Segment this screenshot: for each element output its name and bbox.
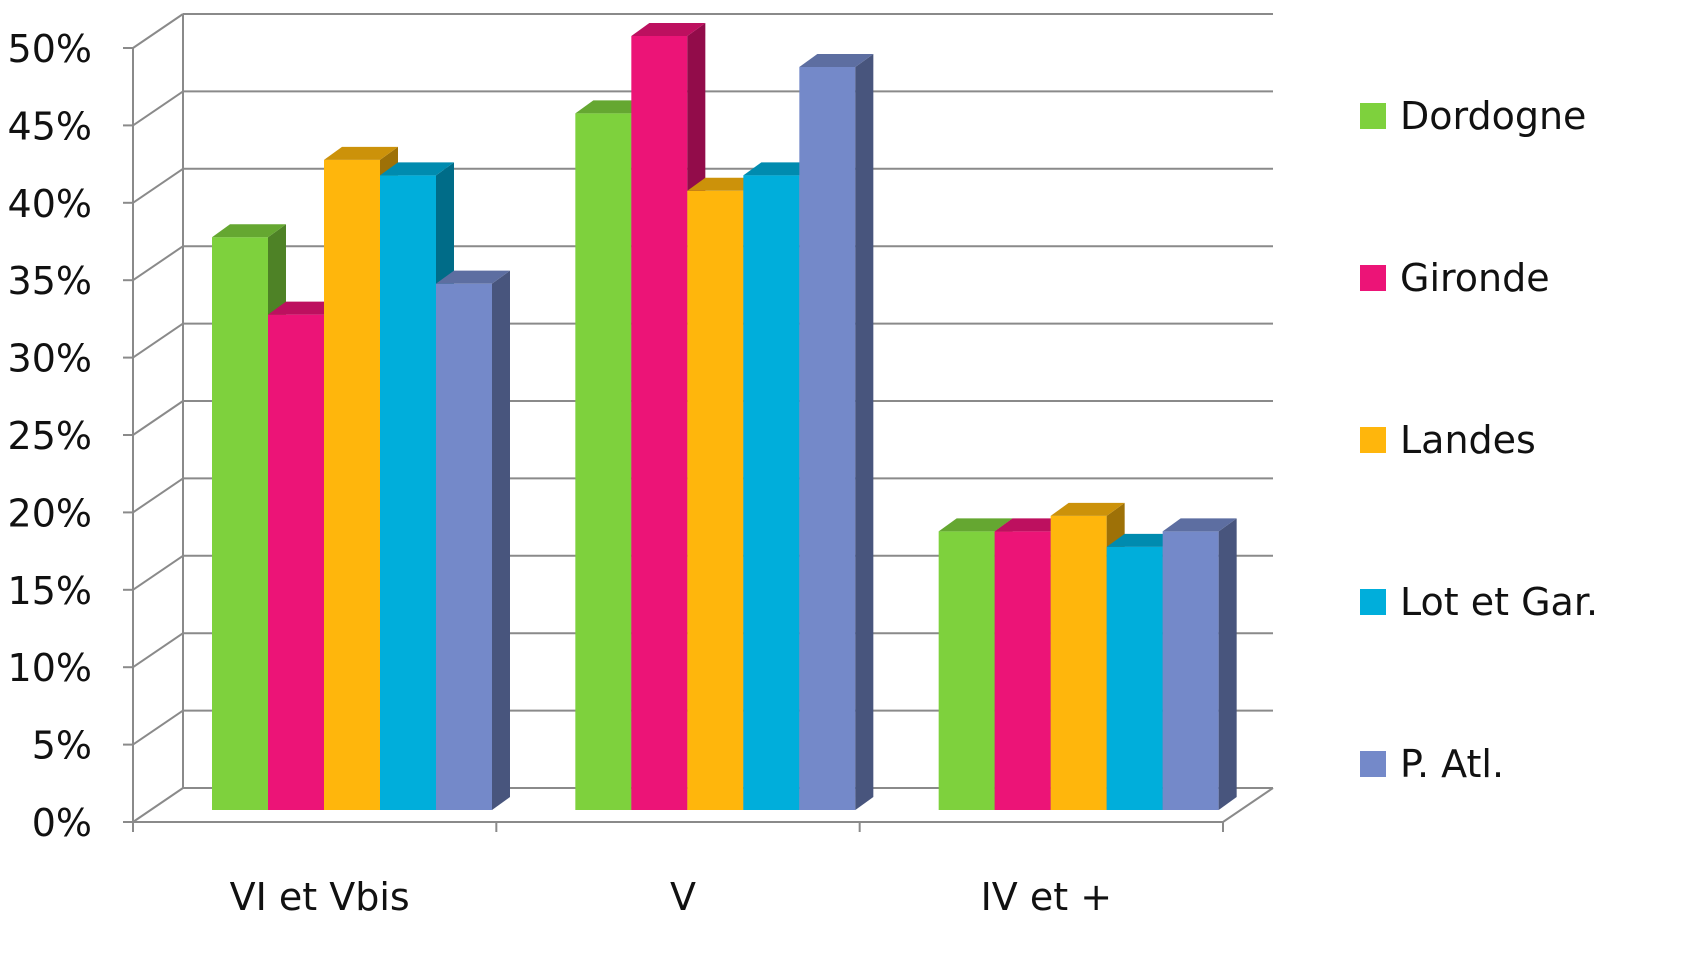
gridline-connector — [132, 787, 184, 823]
legend-label: Gironde — [1400, 256, 1550, 300]
y-tick-label: 50% — [8, 27, 92, 71]
bar-top — [575, 100, 650, 114]
y-tick-label: 45% — [8, 104, 92, 148]
bar-front — [994, 531, 1051, 810]
bar-top — [268, 301, 342, 315]
y-tick-label: 0% — [32, 801, 92, 845]
bar-top — [743, 162, 818, 176]
bar-side — [492, 270, 510, 810]
bar-top — [324, 146, 398, 160]
gridline-connector — [132, 709, 184, 746]
bar-front — [799, 66, 856, 810]
gridline-connector — [132, 477, 184, 514]
gridline-connector — [132, 167, 184, 204]
bar-top — [1050, 502, 1125, 516]
bar-top — [212, 224, 286, 238]
y-tick-label: 15% — [8, 569, 92, 613]
bar-top — [994, 518, 1069, 532]
bar-front — [631, 36, 688, 810]
bar-front — [743, 175, 800, 810]
gridline-connector — [132, 554, 184, 591]
bar-top — [687, 177, 762, 191]
gridline-connector — [132, 632, 184, 669]
label-layer: 0% 5% 10% 15% 20% 25% 30% 35% 40% 45% 50% VI et Vbi… — [8, 27, 1113, 919]
bar-top — [436, 270, 510, 284]
legend-swatch — [1360, 103, 1386, 129]
bar-top — [380, 162, 454, 176]
gridline-connector — [132, 13, 184, 49]
legend-swatch — [1360, 589, 1386, 615]
axis-layer — [123, 47, 1274, 832]
bar-front — [575, 113, 632, 810]
bar-top — [1106, 533, 1181, 547]
x-tick-label: IV et + — [981, 875, 1112, 919]
x-tick-label: V — [670, 875, 696, 919]
bar — [436, 270, 510, 810]
bar-front — [687, 190, 744, 811]
bar-front — [380, 175, 436, 810]
x-tick-label: VI et Vbis — [230, 875, 410, 919]
bar-top — [631, 23, 706, 36]
y-tick-label: 30% — [8, 337, 92, 381]
legend-label: Landes — [1400, 418, 1536, 462]
bar-top — [938, 518, 1013, 532]
gridline-connector — [132, 245, 184, 282]
gridline-connector — [132, 400, 184, 436]
y-tick-label: 40% — [8, 182, 92, 226]
bar-front — [1106, 546, 1163, 810]
bar-layer — [212, 23, 1237, 811]
bar-front — [1050, 515, 1107, 810]
y-tick-label: 20% — [8, 491, 92, 535]
legend-swatch — [1360, 265, 1386, 291]
bar — [1162, 518, 1237, 810]
legend-label: Lot et Gar. — [1400, 580, 1598, 624]
y-tick-label: 25% — [8, 414, 92, 458]
legend: Dordogne Gironde Landes Lot et Gar. P. Atl. — [1360, 94, 1598, 786]
bar-front — [436, 283, 492, 810]
bar-top — [1162, 518, 1237, 532]
legend-swatch — [1360, 427, 1386, 453]
y-tick-label: 35% — [8, 259, 92, 303]
bar-side — [1218, 518, 1237, 810]
y-tick-label: 10% — [8, 646, 92, 690]
y-tick-label: 5% — [32, 724, 92, 768]
bar-front — [1162, 531, 1219, 810]
gridline-connector — [132, 322, 184, 359]
legend-swatch — [1360, 751, 1386, 777]
bar-front — [212, 237, 268, 811]
bar-top — [799, 53, 874, 67]
legend-label: Dordogne — [1400, 94, 1586, 138]
gridline-connector — [132, 90, 184, 127]
legend-label: P. Atl. — [1400, 742, 1504, 786]
bar-front — [268, 314, 324, 810]
bar-front — [324, 159, 380, 811]
bar — [799, 53, 874, 810]
bar-side — [855, 53, 874, 810]
bar-front — [938, 531, 995, 810]
